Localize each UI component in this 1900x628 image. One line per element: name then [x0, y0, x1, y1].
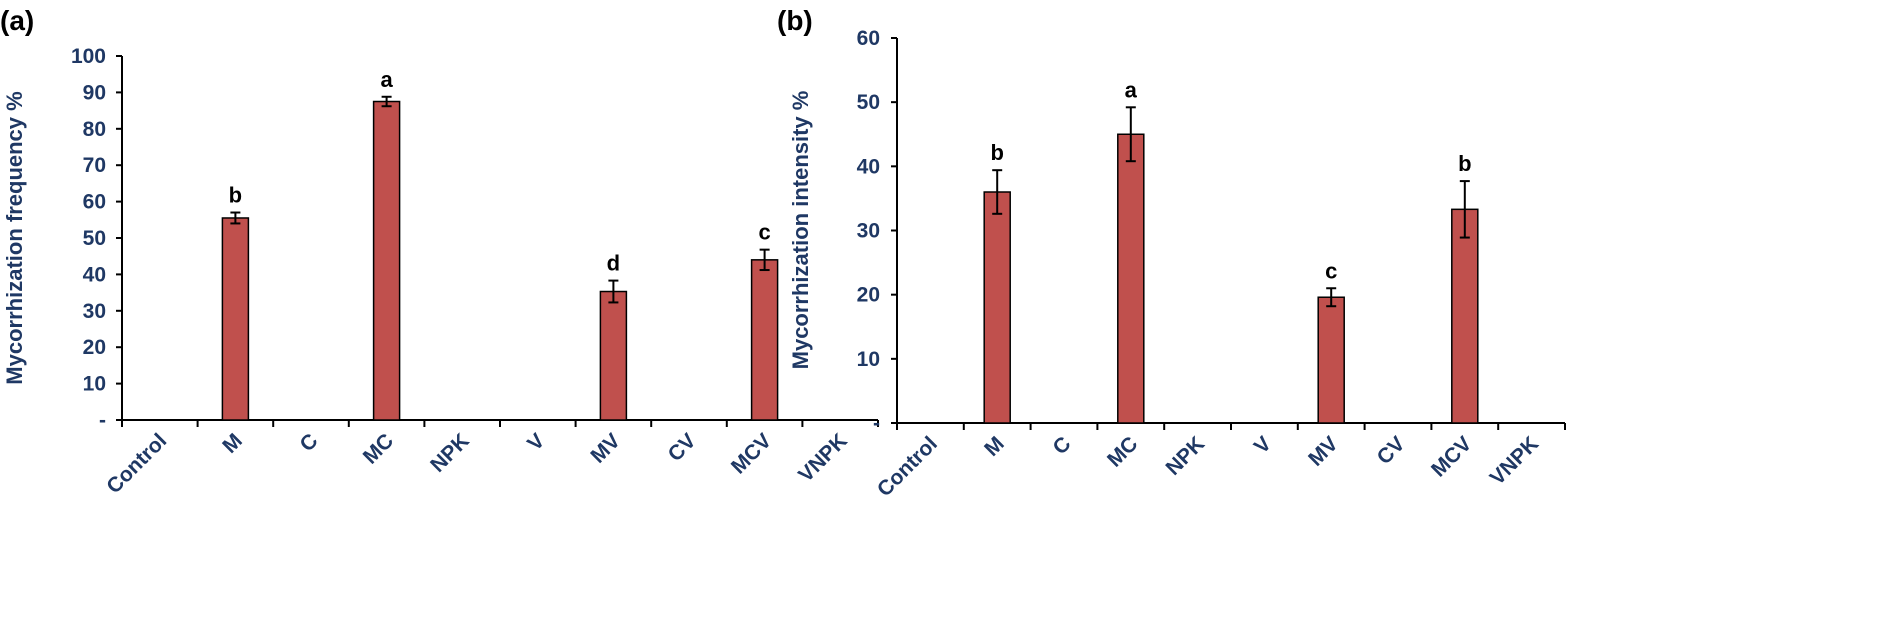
- panel-b: (b) Mycorrhization intensity % - 10 20 30 40 50…: [777, 5, 1566, 501]
- panel-label: (a): [0, 5, 34, 36]
- bar-mcv: [750, 259, 779, 421]
- significance-letter: d: [607, 251, 620, 276]
- x-tick-label: C: [1049, 432, 1076, 459]
- x-tick-label: NPK: [426, 429, 474, 477]
- x-tick-label: MV: [1304, 432, 1343, 471]
- x-tick-label: NPK: [1162, 432, 1210, 480]
- x-tick-label: MV: [586, 429, 625, 468]
- bar-mc: [372, 100, 401, 421]
- x-tick-label: CV: [664, 429, 701, 466]
- x-tick-label: MCV: [1427, 432, 1476, 481]
- y-tick-label: 60: [857, 27, 880, 50]
- x-tick-label: MCV: [727, 429, 776, 478]
- bar-mc: [1117, 133, 1145, 424]
- y-tick-label: 50: [83, 227, 106, 250]
- y-tick-label: 40: [857, 155, 880, 178]
- x-tick-label: Control: [102, 429, 171, 498]
- x-tick-label: V: [1250, 432, 1276, 458]
- bar-m: [983, 191, 1011, 424]
- x-tick-label: Control: [873, 432, 942, 501]
- x-tick-label: MC: [359, 429, 398, 468]
- y-axis-label: Mycorrhization intensity %: [788, 91, 813, 370]
- y-axis-label: Mycorrhization frequency %: [2, 91, 27, 384]
- panel-a: (a) Mycorrhization frequency % - 10 20 30 40 50…: [0, 5, 879, 498]
- y-tick-label: -: [873, 412, 880, 435]
- x-tick-label: CV: [1373, 432, 1410, 469]
- y-tick-label: 70: [83, 154, 106, 177]
- y-tick-label: 20: [83, 336, 106, 359]
- bar-mv: [1317, 296, 1345, 424]
- significance-letter: b: [229, 183, 242, 208]
- y-tick-label: 30: [857, 220, 880, 243]
- y-tick-label: 40: [83, 263, 106, 286]
- y-tick-label: 10: [83, 373, 106, 396]
- bar-m: [221, 217, 250, 421]
- y-tick-label: 10: [857, 348, 880, 371]
- x-tick-label: M: [218, 429, 247, 458]
- y-tick-label: 50: [857, 91, 880, 114]
- bar-mcv: [1451, 208, 1479, 424]
- y-tick-label: -: [99, 409, 106, 432]
- bar-mv: [599, 290, 628, 421]
- y-tick-label: 90: [83, 81, 106, 104]
- x-tick-label: C: [296, 429, 323, 456]
- y-tick-label: 30: [83, 300, 106, 323]
- x-tick-label: VNPK: [1486, 432, 1544, 490]
- significance-letter: c: [1325, 258, 1337, 283]
- panel-label: (b): [777, 5, 813, 36]
- significance-letter: c: [758, 220, 770, 245]
- significance-letter: a: [1125, 77, 1138, 102]
- significance-letter: b: [990, 140, 1003, 165]
- y-tick-label: 20: [857, 284, 880, 307]
- x-tick-label: VNPK: [794, 429, 852, 487]
- y-tick-label: 100: [71, 45, 106, 68]
- y-tick-label: 60: [83, 191, 106, 214]
- x-tick-label: MC: [1103, 432, 1142, 471]
- significance-letter: b: [1458, 151, 1471, 176]
- x-tick-label: V: [523, 429, 549, 455]
- x-tick-label: M: [980, 432, 1009, 461]
- significance-letter: a: [380, 67, 393, 92]
- y-tick-label: 80: [83, 118, 106, 141]
